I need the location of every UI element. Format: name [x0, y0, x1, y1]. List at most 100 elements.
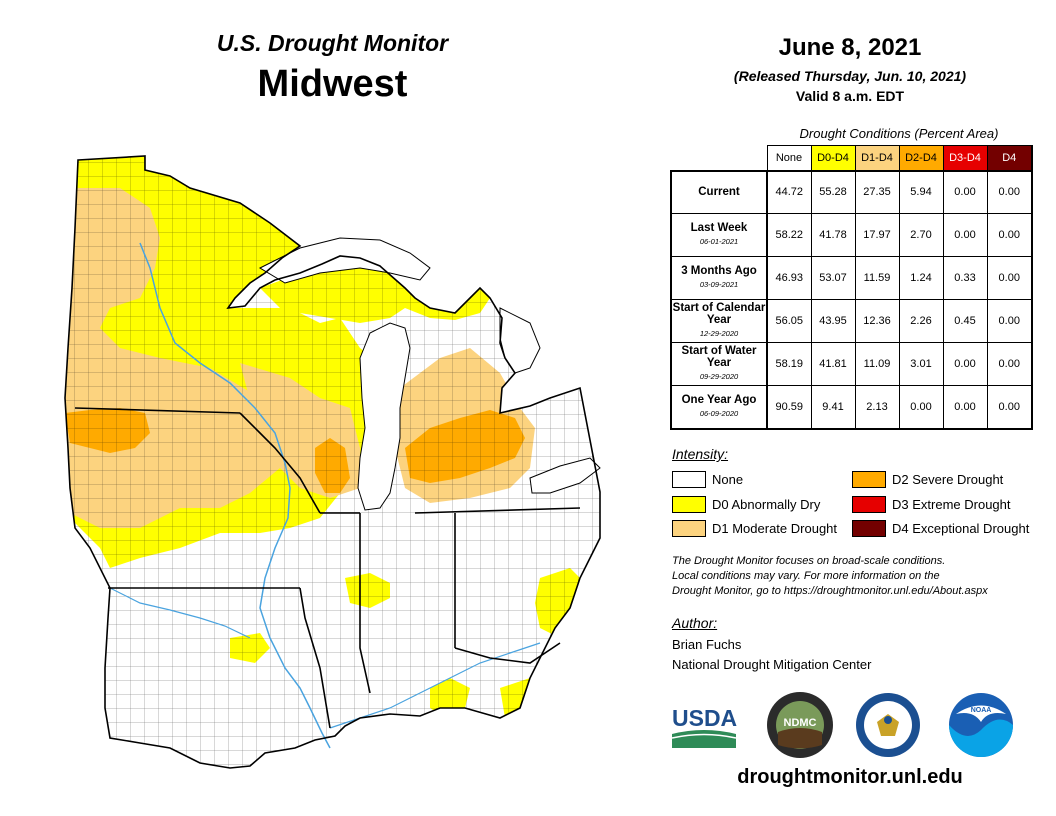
drought-stats-table: None D0-D4 D1-D4 D2-D4 D3-D4 D4 Current 4… [670, 145, 1033, 430]
drought-map-svg [64, 155, 601, 769]
col-header: D4 [986, 145, 1033, 171]
region-outline [64, 155, 601, 769]
table-cell: 11.59 [854, 256, 900, 300]
legend-item-d1: D1 Moderate Drought [672, 520, 837, 537]
table-cell: 27.35 [854, 169, 900, 214]
lake-erie [529, 457, 601, 494]
legend-item-none: None [672, 471, 743, 488]
table-caption: Drought Conditions (Percent Area) [799, 126, 999, 141]
legend-label: D4 Exceptional Drought [892, 521, 1030, 536]
author-title: Author: [672, 615, 718, 631]
row-date: 03-09-2021 [699, 280, 739, 289]
row-date: 06-01-2021 [699, 237, 739, 246]
row-label-text: Start of Water Year [681, 345, 757, 369]
row-label-text: Last Week [690, 222, 748, 234]
legend-label: D1 Moderate Drought [712, 521, 838, 536]
author-name: Brian Fuchs [672, 637, 742, 652]
map-date: June 8, 2021 [778, 34, 922, 61]
website-link[interactable]: droughtmonitor.unl.edu [737, 766, 963, 788]
legend-swatch [852, 520, 886, 537]
usda-logo-text: USDA [672, 705, 737, 731]
valid-time: Valid 8 a.m. EDT [795, 88, 905, 104]
legend-label: D2 Severe Drought [892, 472, 1004, 487]
note-line: Drought Monitor, go to https://droughtmo… [672, 585, 988, 597]
table-cell: 0.00 [942, 213, 988, 257]
table-cell: 0.33 [942, 256, 988, 300]
author-org: National Drought Mitigation Center [672, 657, 872, 672]
row-label: Start of Calendar Year 12-29-2020 [670, 299, 768, 343]
table-cell: 0.00 [942, 169, 988, 214]
table-row: Start of Calendar Year 12-29-2020 56.05 43.… [670, 299, 1033, 343]
table-cell: 55.28 [810, 169, 856, 214]
table-cell: 0.00 [986, 213, 1033, 257]
drought-map [60, 148, 620, 773]
row-label-text: Current [698, 186, 740, 199]
legend-swatch [672, 496, 706, 513]
usda-logo: USDA [671, 705, 737, 748]
table-cell: 1.24 [898, 256, 944, 300]
legend-title: Intensity: [672, 446, 729, 462]
legend-label: None [712, 472, 744, 487]
legend-item-d4: D4 Exceptional Drought [852, 520, 1029, 537]
noaa-logo: NOAA [949, 693, 1013, 757]
mississippi-river [139, 242, 331, 749]
table-cell: 90.59 [766, 385, 812, 430]
table-cell: 9.41 [810, 385, 856, 430]
noaa-logo-text: NOAA [971, 707, 992, 714]
table-cell: 0.00 [986, 299, 1033, 343]
table-corner [671, 146, 767, 171]
commerce-seal [856, 693, 920, 757]
ndmc-logo-text: NDMC [784, 717, 817, 729]
table-cell: 2.26 [898, 299, 944, 343]
legend-item-d0: D0 Abnormally Dry [672, 496, 820, 513]
table-cell: 2.13 [854, 385, 900, 430]
row-date: 12-29-2020 [699, 329, 739, 338]
row-label: 3 Months Ago 03-09-2021 [670, 256, 768, 300]
table-cell: 43.95 [810, 299, 856, 343]
row-date: 06-09-2020 [699, 408, 739, 418]
table-cell: 41.81 [810, 342, 856, 386]
lake-michigan [357, 322, 411, 511]
table-row: Current 44.72 55.28 27.35 5.94 0.00 0.00 [670, 169, 1033, 214]
table-cell: 0.00 [986, 169, 1033, 214]
state-borders [74, 407, 581, 729]
table-cell: 53.07 [810, 256, 856, 300]
table-cell: 58.22 [766, 213, 812, 257]
table-cell: 17.97 [854, 213, 900, 257]
col-header: None [766, 145, 812, 171]
table-row: Last Week 06-01-2021 58.22 41.78 17.97 2.70 0.… [670, 213, 1033, 257]
map-title: U.S. Drought Monitor Midwest [150, 30, 515, 106]
col-header: D0-D4 [810, 145, 856, 171]
table-cell: 0.00 [942, 342, 988, 386]
row-date: 09-29-2020 [699, 372, 739, 381]
table-cell: 0.00 [942, 385, 988, 430]
table-cell: 0.00 [898, 385, 944, 430]
table-cell: 2.70 [898, 213, 944, 257]
table-cell: 46.93 [766, 256, 812, 300]
table-cell: 0.45 [942, 299, 988, 343]
row-label-text: 3 Months Ago [681, 265, 757, 277]
legend-label: D3 Extreme Drought [892, 497, 1011, 512]
row-label: Last Week 06-01-2021 [670, 213, 768, 257]
table-body: Current 44.72 55.28 27.35 5.94 0.00 0.00 Last W… [670, 169, 1033, 430]
table-cell: 11.09 [854, 342, 900, 386]
row-label: Current [670, 169, 768, 214]
legend-item-d2: D2 Severe Drought [852, 471, 1003, 488]
table-cell: 3.01 [898, 342, 944, 386]
missouri-river [109, 587, 251, 639]
table-cell: 56.05 [766, 299, 812, 343]
legend-swatch [672, 520, 706, 537]
region-title: Midwest [257, 63, 408, 105]
row-label: One Year Ago 06-09-2020 [670, 385, 768, 430]
disclaimer-note: The Drought Monitor focuses on broad-sca… [672, 554, 1042, 599]
date-block: June 8, 2021 (Released Thursday, Jun. 10… [700, 34, 1000, 104]
table-header-row: None D0-D4 D1-D4 D2-D4 D3-D4 D4 [671, 145, 1033, 171]
ndmc-logo: NDMC [767, 692, 833, 758]
table-cell: 0.00 [986, 256, 1033, 300]
table-row: 3 Months Ago 03-09-2021 46.93 53.07 11.59 1.2… [670, 256, 1033, 300]
col-header: D3-D4 [942, 145, 988, 171]
legend-swatch [672, 471, 706, 488]
table-cell: 44.72 [766, 169, 812, 214]
row-label: Start of Water Year 09-29-2020 [670, 342, 768, 386]
partner-logos: USDA NDMC NOAA [670, 690, 1030, 760]
